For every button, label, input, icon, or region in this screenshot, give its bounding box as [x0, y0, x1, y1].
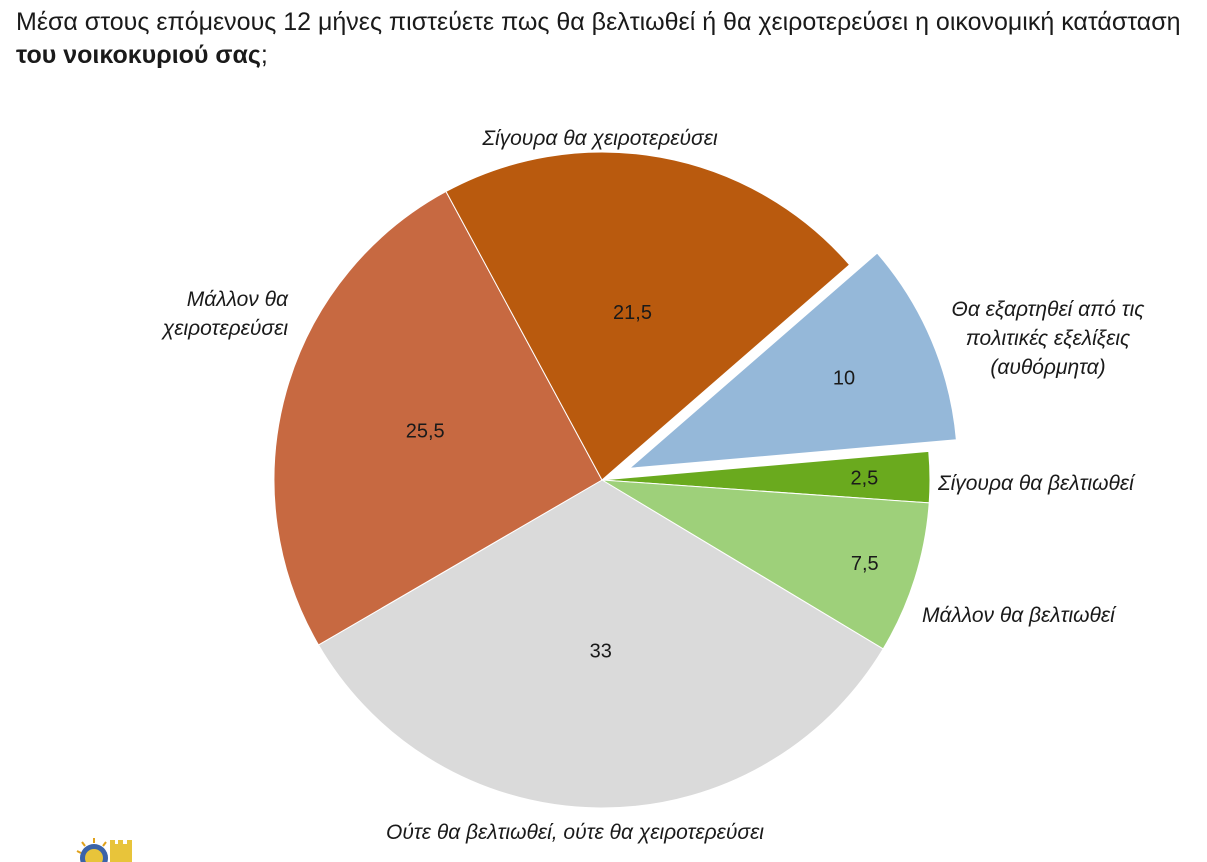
question-bold-text: του νοικοκυριού σας [16, 41, 261, 69]
pie-value-labels: 2,5 7,5 33 25,5 21,5 10 [406, 302, 879, 662]
logo-icon [76, 838, 132, 862]
slice-category-label-line: (αυθόρμητα) [990, 356, 1105, 379]
pie-slice [601, 479, 930, 650]
pie-slice [317, 479, 884, 809]
slice-value-label: 21,5 [613, 302, 652, 324]
slice-category-label-line: Σίγουρα θα βελτιωθεί [937, 472, 1136, 495]
question-text: Μέσα στους επόμενους 12 μήνες πιστεύετε … [16, 8, 1181, 36]
slice-category-label: Μάλλον θα βελτιωθεί [922, 604, 1117, 627]
pie-slice [273, 190, 603, 646]
slice-category-label-line: Θα εξαρτηθεί από τις [952, 298, 1146, 321]
pie-slices [273, 151, 957, 809]
slice-category-label-line: Ούτε θα βελτιωθεί, ούτε θα χειροτερεύσει [386, 821, 764, 844]
question-mark: ; [260, 41, 268, 69]
pie-category-labels: Σίγουρα θα βελτιωθεί Μάλλον θα βελτιωθεί Ο… [161, 127, 1145, 844]
slice-value-label: 2,5 [850, 468, 878, 490]
slice-category-label-line: πολιτικές εξελίξεις [966, 327, 1131, 350]
slice-category-label-line: χειροτερεύσει [161, 317, 289, 340]
slice-category-label-line: Σίγουρα θα χειροτερεύσει [481, 127, 718, 150]
chart-question-title: Μέσα στους επόμενους 12 μήνες πιστεύετε … [16, 6, 1186, 72]
slice-value-label: 25,5 [406, 420, 445, 442]
slice-category-label: Θα εξαρτηθεί από τις πολιτικές εξελίξεις (… [952, 298, 1146, 379]
slice-category-label-line: Μάλλον θα βελτιωθεί [922, 604, 1117, 627]
slice-value-label: 33 [590, 641, 612, 663]
slice-category-label: Μάλλον θα χειροτερεύσει [161, 288, 289, 340]
slice-category-label-line: Μάλλον θα [187, 288, 289, 311]
pie-slice [628, 252, 957, 469]
slice-category-label: Σίγουρα θα βελτιωθεί [937, 472, 1136, 495]
pie-slice [445, 151, 851, 481]
slice-category-label: Σίγουρα θα χειροτερεύσει [481, 127, 718, 150]
slice-value-label: 7,5 [851, 553, 879, 575]
slice-value-label: 10 [833, 367, 855, 389]
slice-category-label: Ούτε θα βελτιωθεί, ούτε θα χειροτερεύσει [386, 821, 764, 844]
